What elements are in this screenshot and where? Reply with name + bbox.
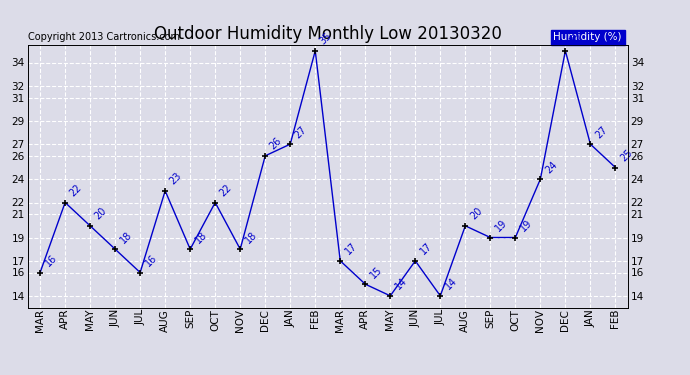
Text: 15: 15 bbox=[368, 264, 384, 280]
Text: 20: 20 bbox=[93, 206, 109, 222]
Text: 18: 18 bbox=[193, 229, 208, 245]
Text: Humidity (%): Humidity (%) bbox=[553, 32, 622, 42]
Text: 27: 27 bbox=[593, 124, 609, 140]
Text: 14: 14 bbox=[443, 276, 459, 292]
Text: 22: 22 bbox=[68, 182, 83, 198]
Text: 24: 24 bbox=[543, 159, 559, 175]
Text: 35: 35 bbox=[568, 31, 584, 46]
Text: 19: 19 bbox=[518, 217, 534, 233]
Text: 22: 22 bbox=[218, 182, 234, 198]
Text: 14: 14 bbox=[393, 276, 408, 292]
Text: Copyright 2013 Cartronics.com: Copyright 2013 Cartronics.com bbox=[28, 32, 179, 42]
Text: 17: 17 bbox=[343, 241, 359, 256]
Text: 35: 35 bbox=[318, 31, 334, 46]
Text: 20: 20 bbox=[468, 206, 484, 222]
Text: 19: 19 bbox=[493, 217, 509, 233]
Text: 23: 23 bbox=[168, 171, 184, 187]
Text: 16: 16 bbox=[43, 253, 59, 268]
Text: 17: 17 bbox=[418, 241, 434, 256]
Title: Outdoor Humidity Monthly Low 20130320: Outdoor Humidity Monthly Low 20130320 bbox=[154, 26, 502, 44]
Text: 27: 27 bbox=[293, 124, 309, 140]
Text: 18: 18 bbox=[118, 229, 134, 245]
Text: 18: 18 bbox=[243, 229, 259, 245]
Text: 16: 16 bbox=[143, 253, 159, 268]
Text: 25: 25 bbox=[618, 147, 634, 164]
Text: 26: 26 bbox=[268, 136, 284, 152]
